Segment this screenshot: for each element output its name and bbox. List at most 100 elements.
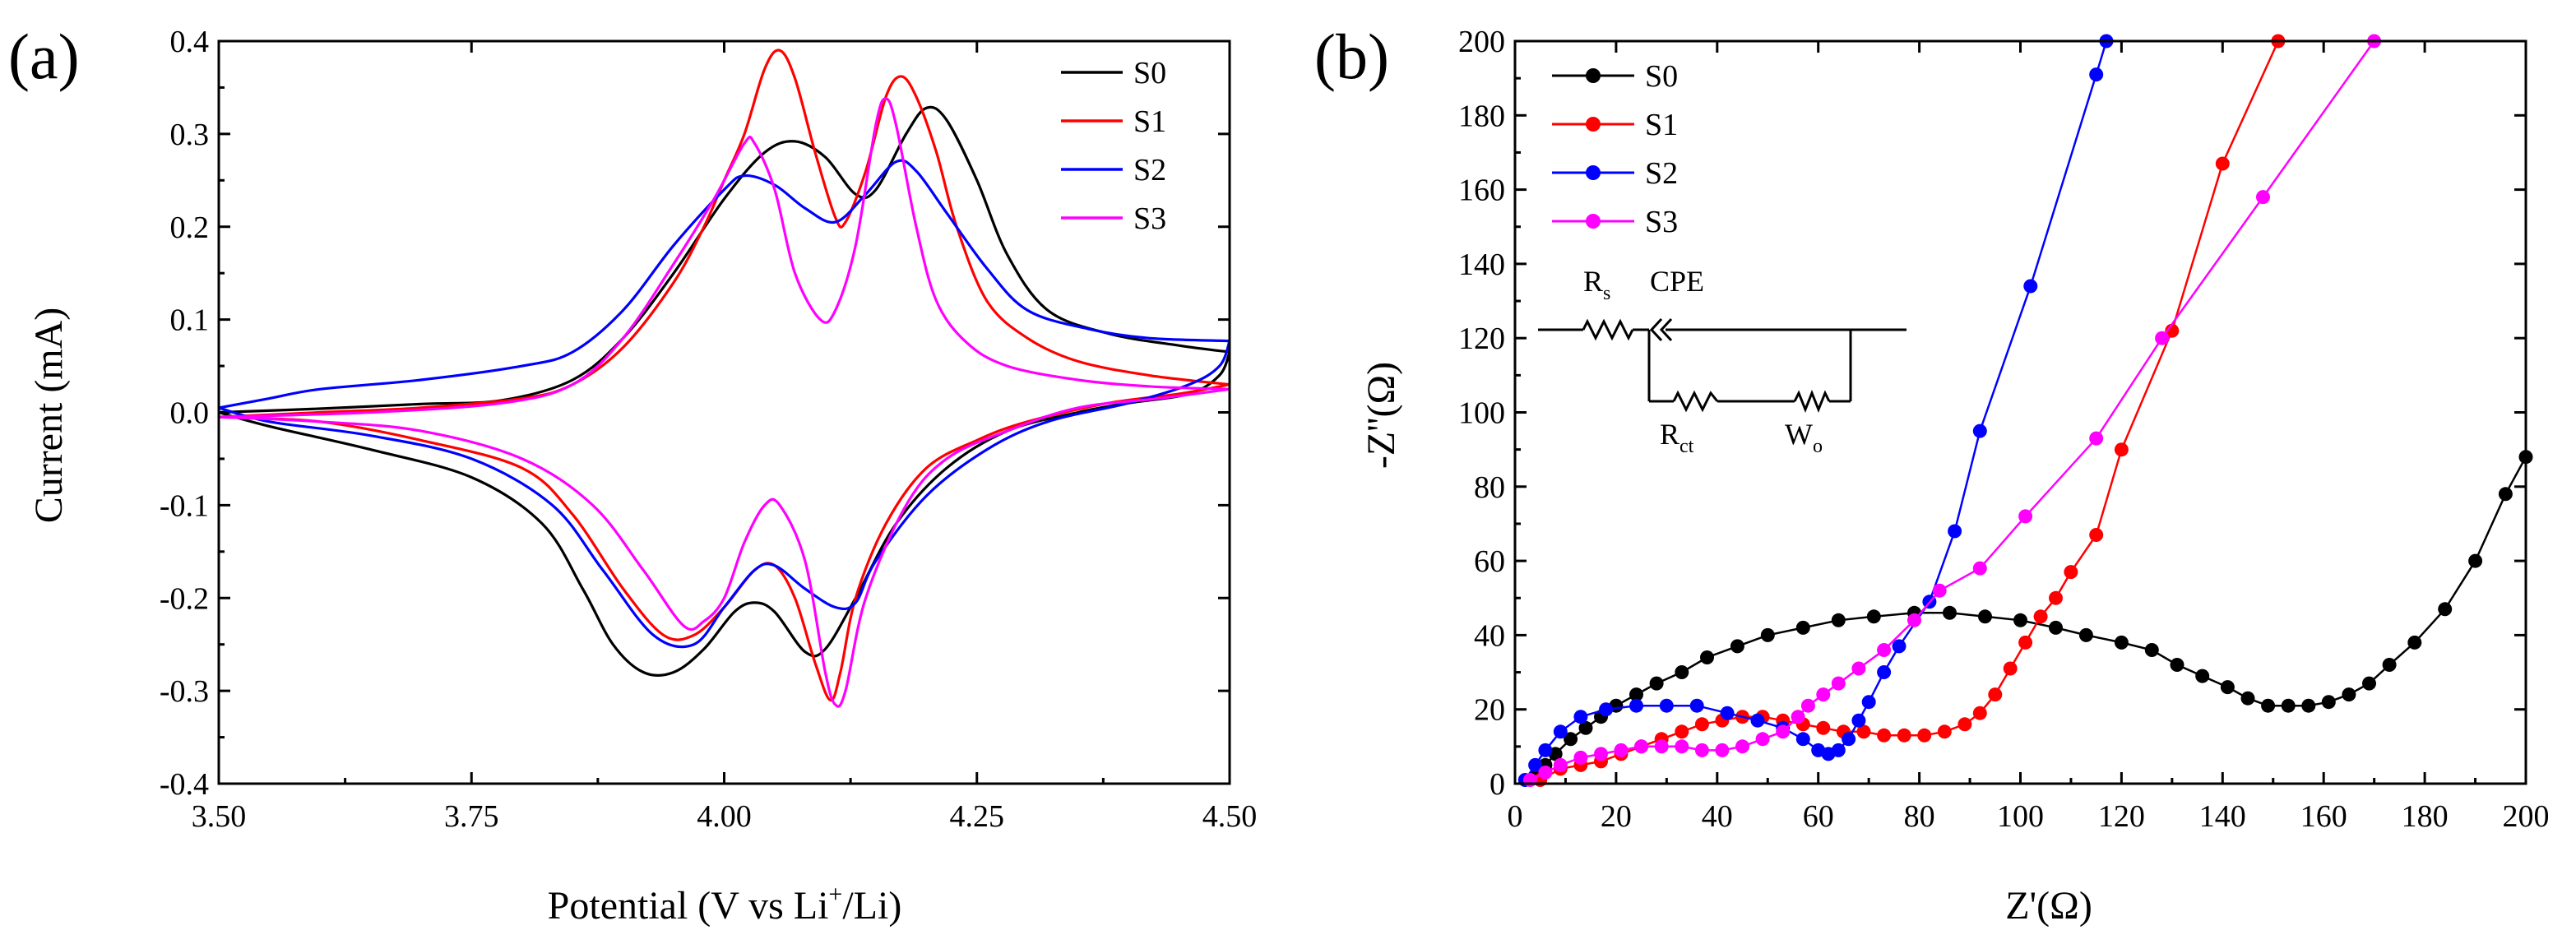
nyquist-point-s0 (2114, 635, 2129, 650)
nyquist-point-s2 (1573, 710, 1588, 724)
nyquist-point-s3 (1675, 739, 1689, 754)
a-ytick-label: -0.4 (160, 767, 209, 802)
legend-label-s1: S1 (1133, 104, 1166, 139)
b-ytick-label: 160 (1458, 174, 1505, 208)
nyquist-point-s3 (1614, 743, 1629, 757)
nyquist-point-s0 (2321, 695, 2336, 710)
nyquist-point-s1 (2114, 442, 2129, 457)
nyquist-line-s0 (1534, 456, 2527, 777)
b-ytick-label: 200 (1458, 25, 1505, 59)
b-xtick-label: 160 (2300, 799, 2347, 834)
nyquist-point-s0 (2301, 698, 2316, 713)
nyquist-point-s0 (2438, 602, 2453, 617)
nyquist-line-s3 (1529, 40, 2375, 781)
nyquist-point-s3 (1735, 739, 1749, 754)
panel-b-ticks: 0 20 40 60 80 100 120 140 160 180 200 0 20 40 60 80 100 1… (1458, 25, 2550, 834)
panel-a-legend: S0 S1 S2 S3 (1061, 56, 1166, 236)
nyquist-point-s3 (1800, 698, 1815, 713)
a-xtick-label: 3.75 (444, 799, 499, 834)
panel-a-xlabel: Potential (V vs Li+/Li) (548, 881, 902, 928)
nyquist-point-s0 (1831, 613, 1846, 627)
nyquist-point-s2 (1892, 639, 1907, 654)
nyquist-point-s3 (2256, 190, 2270, 205)
legend-marker-s2 (1586, 165, 1601, 180)
a-ytick-label: 0.4 (170, 25, 210, 59)
legend-marker-s3 (1586, 214, 1601, 229)
cv-curve-s0-cathodic (218, 351, 1231, 678)
a-ytick-label: 0.1 (170, 303, 210, 338)
nyquist-point-s2 (1689, 698, 1704, 713)
panel-a-label: (a) (8, 21, 80, 92)
a-ytick-label: -0.3 (160, 674, 209, 709)
a-xtick-label: 4.00 (697, 799, 752, 834)
nyquist-point-s2 (1659, 698, 1674, 713)
nyquist-point-s2 (1851, 713, 1866, 728)
cpe-label: CPE (1650, 265, 1704, 298)
nyquist-point-s2 (1972, 423, 1987, 438)
nyquist-point-s1 (1694, 717, 1709, 732)
b-xtick-label: 200 (2503, 799, 2550, 834)
b-ytick-label: 180 (1458, 99, 1505, 133)
b-xtick-label: 180 (2402, 799, 2449, 834)
nyquist-point-s0 (1795, 620, 1810, 635)
b-ytick-label: 40 (1474, 618, 1505, 653)
a-xtick-label: 4.50 (1202, 799, 1258, 834)
nyquist-point-s2 (1948, 524, 1962, 539)
a-xtick-label: 4.25 (950, 799, 1005, 834)
nyquist-point-s0 (1978, 609, 1992, 624)
b-ytick-label: 80 (1474, 470, 1505, 505)
nyquist-point-s3 (1594, 747, 1608, 761)
nyquist-point-s1 (1957, 717, 1972, 732)
panel-b-ylabel: -Z''(Ω) (1360, 362, 1403, 469)
nyquist-point-s1 (2064, 565, 2078, 580)
cv-curve-s2-anodic (218, 159, 1230, 410)
nyquist-point-s2 (1538, 743, 1553, 757)
b-ytick-label: 140 (1458, 248, 1505, 282)
nyquist-point-s3 (1694, 743, 1709, 757)
cv-curve-s3-anodic (218, 97, 1230, 419)
legend-marker-s1 (1586, 117, 1601, 132)
nyquist-point-s2 (1750, 713, 1765, 728)
rct-label: Rct (1660, 418, 1694, 457)
nyquist-point-s0 (2240, 691, 2255, 706)
nyquist-point-s3 (1634, 739, 1649, 754)
panel-a-frame (217, 39, 1231, 785)
nyquist-point-s3 (1538, 766, 1553, 780)
panel-b-curves (1517, 34, 2533, 787)
nyquist-point-s3 (1776, 724, 1791, 739)
b-ytick-label: 20 (1474, 693, 1505, 728)
nyquist-point-s2 (1599, 702, 1614, 717)
nyquist-point-s3 (1831, 676, 1846, 691)
legend-label-s1: S1 (1645, 108, 1678, 142)
nyquist-point-s1 (2089, 528, 2104, 542)
panel-b: (b) -Z''(Ω) Z'(Ω) 0 20 40 60 80 100 120 140 160 1… (1314, 21, 2550, 928)
panel-a: (a) Current (mA) Potential (V vs Li+/Li)… (8, 21, 1257, 928)
nyquist-point-s3 (1791, 710, 1805, 724)
nyquist-point-s1 (1675, 724, 1689, 739)
nyquist-point-s3 (1654, 739, 1669, 754)
equivalent-circuit (1538, 317, 1907, 414)
nyquist-point-s1 (1897, 728, 1911, 743)
nyquist-point-s0 (2195, 669, 2210, 683)
nyquist-point-s3 (1755, 732, 1770, 747)
nyquist-point-s0 (2468, 553, 2483, 568)
nyquist-line-s1 (1540, 40, 2280, 781)
b-xtick-label: 120 (2098, 799, 2145, 834)
nyquist-point-s0 (2013, 613, 2027, 627)
nyquist-point-s2 (1861, 695, 1876, 710)
b-xtick-label: 20 (1601, 799, 1632, 834)
nyquist-point-s3 (1907, 613, 1921, 627)
nyquist-point-s0 (1564, 732, 1578, 747)
b-xtick-label: 40 (1702, 799, 1733, 834)
panel-b-xlabel: Z'(Ω) (2005, 884, 2092, 928)
b-ytick-label: 120 (1458, 322, 1505, 356)
nyquist-point-s0 (2049, 620, 2063, 635)
panel-b-label: (b) (1314, 21, 1389, 92)
nyquist-point-s1 (2215, 156, 2230, 171)
nyquist-point-s2 (1553, 724, 1568, 739)
nyquist-point-s3 (1573, 750, 1588, 765)
nyquist-point-s2 (1842, 732, 1856, 747)
nyquist-point-s2 (1795, 732, 1810, 747)
nyquist-point-s1 (2018, 635, 2033, 650)
